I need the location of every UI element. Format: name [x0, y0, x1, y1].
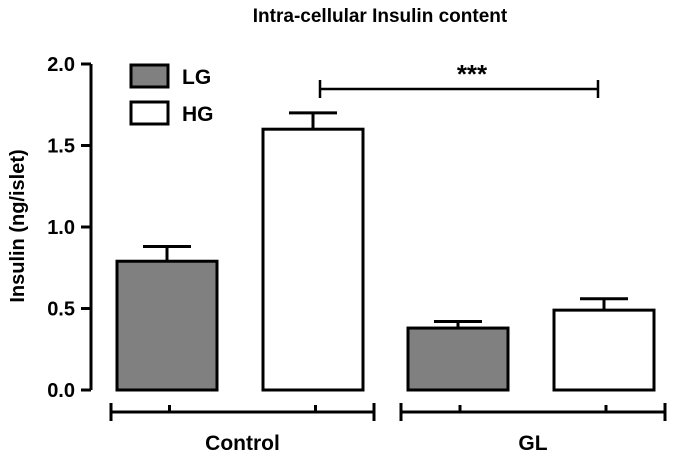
y-axis-label: Insulin (ng/islet): [7, 149, 29, 302]
y-axis-ticks: 0.0 0.5 1.0 1.5 2.0: [47, 54, 91, 402]
chart-title: Intra-cellular Insulin content: [253, 6, 508, 27]
y-tick-label: 2.0: [47, 54, 75, 76]
y-tick-label: 1.5: [47, 136, 75, 158]
bar-hg-gl: [552, 308, 656, 392]
legend-label-hg: HG: [182, 103, 214, 126]
x-category-label: Control: [205, 432, 280, 455]
y-tick-label: 0.0: [47, 380, 75, 402]
y-tick-label: 1.0: [47, 217, 75, 239]
error-bars: [143, 111, 628, 329]
significance-bracket: ***: [318, 59, 600, 98]
x-group-brackets: Control GL: [109, 403, 667, 455]
legend: LG HG: [129, 63, 214, 126]
legend-label-lg: LG: [182, 66, 211, 89]
legend-swatch-hg: [129, 100, 170, 126]
bar-lg-gl: [406, 326, 510, 392]
bars: [115, 127, 656, 392]
bar-lg-control: [115, 259, 219, 392]
x-category-label: GL: [518, 432, 547, 455]
legend-swatch-lg: [129, 63, 170, 89]
bar-hg-control: [261, 127, 365, 392]
significance-stars: ***: [457, 59, 488, 89]
y-tick-label: 0.5: [47, 299, 75, 321]
